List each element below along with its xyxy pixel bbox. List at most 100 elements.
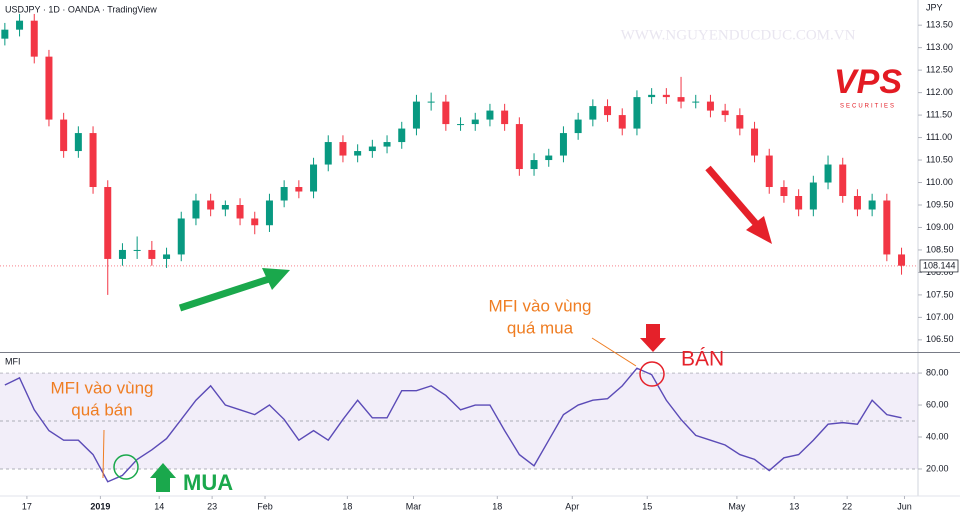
candle-body — [515, 124, 523, 170]
candle-body — [16, 20, 24, 30]
x-tick-label: 15 — [642, 501, 652, 511]
candle-body — [265, 200, 273, 226]
y-tick-label: 107.00 — [926, 312, 954, 322]
last-price-label: 108.144 — [923, 260, 956, 270]
x-tick-label: 17 — [22, 501, 32, 511]
candle-body — [60, 119, 68, 152]
y-tick-label: 40.00 — [926, 431, 949, 441]
y-tick-label: 109.00 — [926, 222, 954, 232]
up-arrow — [178, 274, 274, 312]
candle-body — [45, 56, 53, 120]
candle-body — [442, 101, 450, 125]
candle-body — [457, 124, 465, 126]
candle-body — [30, 20, 38, 57]
last-price-box — [919, 259, 959, 273]
candle-body — [736, 115, 744, 129]
candle-body — [839, 164, 847, 197]
x-tick-label: Feb — [257, 501, 273, 511]
x-tick-label: 18 — [492, 501, 502, 511]
candle-body — [104, 187, 112, 259]
buy-label: MUA — [183, 470, 233, 495]
candle-body — [310, 164, 318, 192]
pointer — [591, 337, 637, 367]
candle-body — [383, 142, 391, 147]
buy-circle — [113, 454, 139, 480]
candle-body — [74, 133, 82, 152]
candle-body — [339, 142, 347, 156]
annotation: quá mua — [507, 318, 574, 337]
candle-body — [751, 128, 759, 156]
currency: JPY — [926, 2, 943, 12]
candle-body — [412, 101, 420, 129]
candle-body — [765, 155, 773, 188]
x-tick-label: 23 — [207, 501, 217, 511]
down-arrow-head — [746, 216, 772, 244]
candle-body — [163, 254, 171, 259]
candle-body — [486, 110, 494, 120]
y-tick-label: 111.50 — [926, 109, 952, 119]
candle-body — [780, 187, 788, 197]
candle-body — [89, 133, 97, 188]
y-tick-label: 80.00 — [926, 367, 949, 377]
candle-body — [148, 249, 156, 259]
candle-body — [706, 101, 714, 111]
candle-body — [604, 106, 612, 116]
buy-icon — [150, 463, 176, 492]
annotation: MFI vào vùng — [51, 378, 154, 397]
sell-icon — [640, 324, 666, 352]
x-tick-label: 2019 — [90, 501, 110, 511]
candle-body — [427, 101, 435, 103]
y-tick-label: 106.50 — [926, 334, 954, 344]
candle-body — [501, 110, 509, 125]
candle-body — [662, 94, 670, 98]
x-tick-label: 18 — [342, 501, 352, 511]
candle-body — [207, 200, 215, 210]
candle-body — [192, 200, 200, 219]
candle-body — [354, 151, 362, 156]
annotation: quá bán — [71, 400, 132, 419]
mfi-line — [4, 367, 902, 483]
logo: VPS — [834, 63, 902, 101]
x-tick-label: 22 — [842, 501, 852, 511]
candle-body — [295, 187, 303, 192]
candle-body — [118, 249, 126, 259]
chart-title: USDJPY · 1D · OANDA · TradingView — [5, 4, 157, 14]
candle-body — [530, 160, 538, 170]
up-arrow-head — [262, 268, 290, 290]
pane-title: MFI — [5, 356, 21, 366]
y-tick-label: 113.00 — [926, 42, 953, 52]
y-tick-label: 60.00 — [926, 399, 949, 409]
candle-body — [574, 119, 582, 134]
y-tick-label: 110.50 — [926, 154, 953, 164]
candle-body — [471, 119, 479, 125]
candle-body — [589, 106, 597, 120]
candle-body — [795, 196, 803, 210]
candle-body — [251, 218, 259, 226]
watermark: WWW.NGUYENDUCDUC.COM.VN — [621, 27, 856, 43]
y-tick-label: 111.00 — [926, 132, 952, 142]
x-tick-label: Jun — [897, 501, 912, 511]
x-tick-label: 13 — [789, 501, 799, 511]
y-tick-label: 108.50 — [926, 244, 954, 254]
x-tick-label: May — [728, 501, 746, 511]
pointer — [102, 429, 105, 479]
candle-body — [721, 110, 729, 116]
sell-label: BÁN — [681, 348, 724, 371]
candle-body — [368, 146, 376, 152]
logo-sub: SECURITIES — [840, 104, 896, 110]
y-tick-label: 110.00 — [926, 177, 953, 187]
plot: 106.50107.00107.50108.00108.50109.00109.… — [0, 13, 959, 511]
candle-body — [324, 142, 332, 165]
candle-body — [280, 187, 288, 201]
down-arrow — [705, 165, 761, 229]
candle-body — [236, 204, 244, 219]
sell-circle — [639, 361, 665, 387]
y-tick-label: 107.50 — [926, 289, 954, 299]
candle-body — [868, 200, 876, 210]
candle-body — [824, 164, 832, 183]
candle-body — [648, 94, 656, 98]
candle-body — [1, 29, 9, 39]
y-tick-label: 20.00 — [926, 463, 949, 473]
